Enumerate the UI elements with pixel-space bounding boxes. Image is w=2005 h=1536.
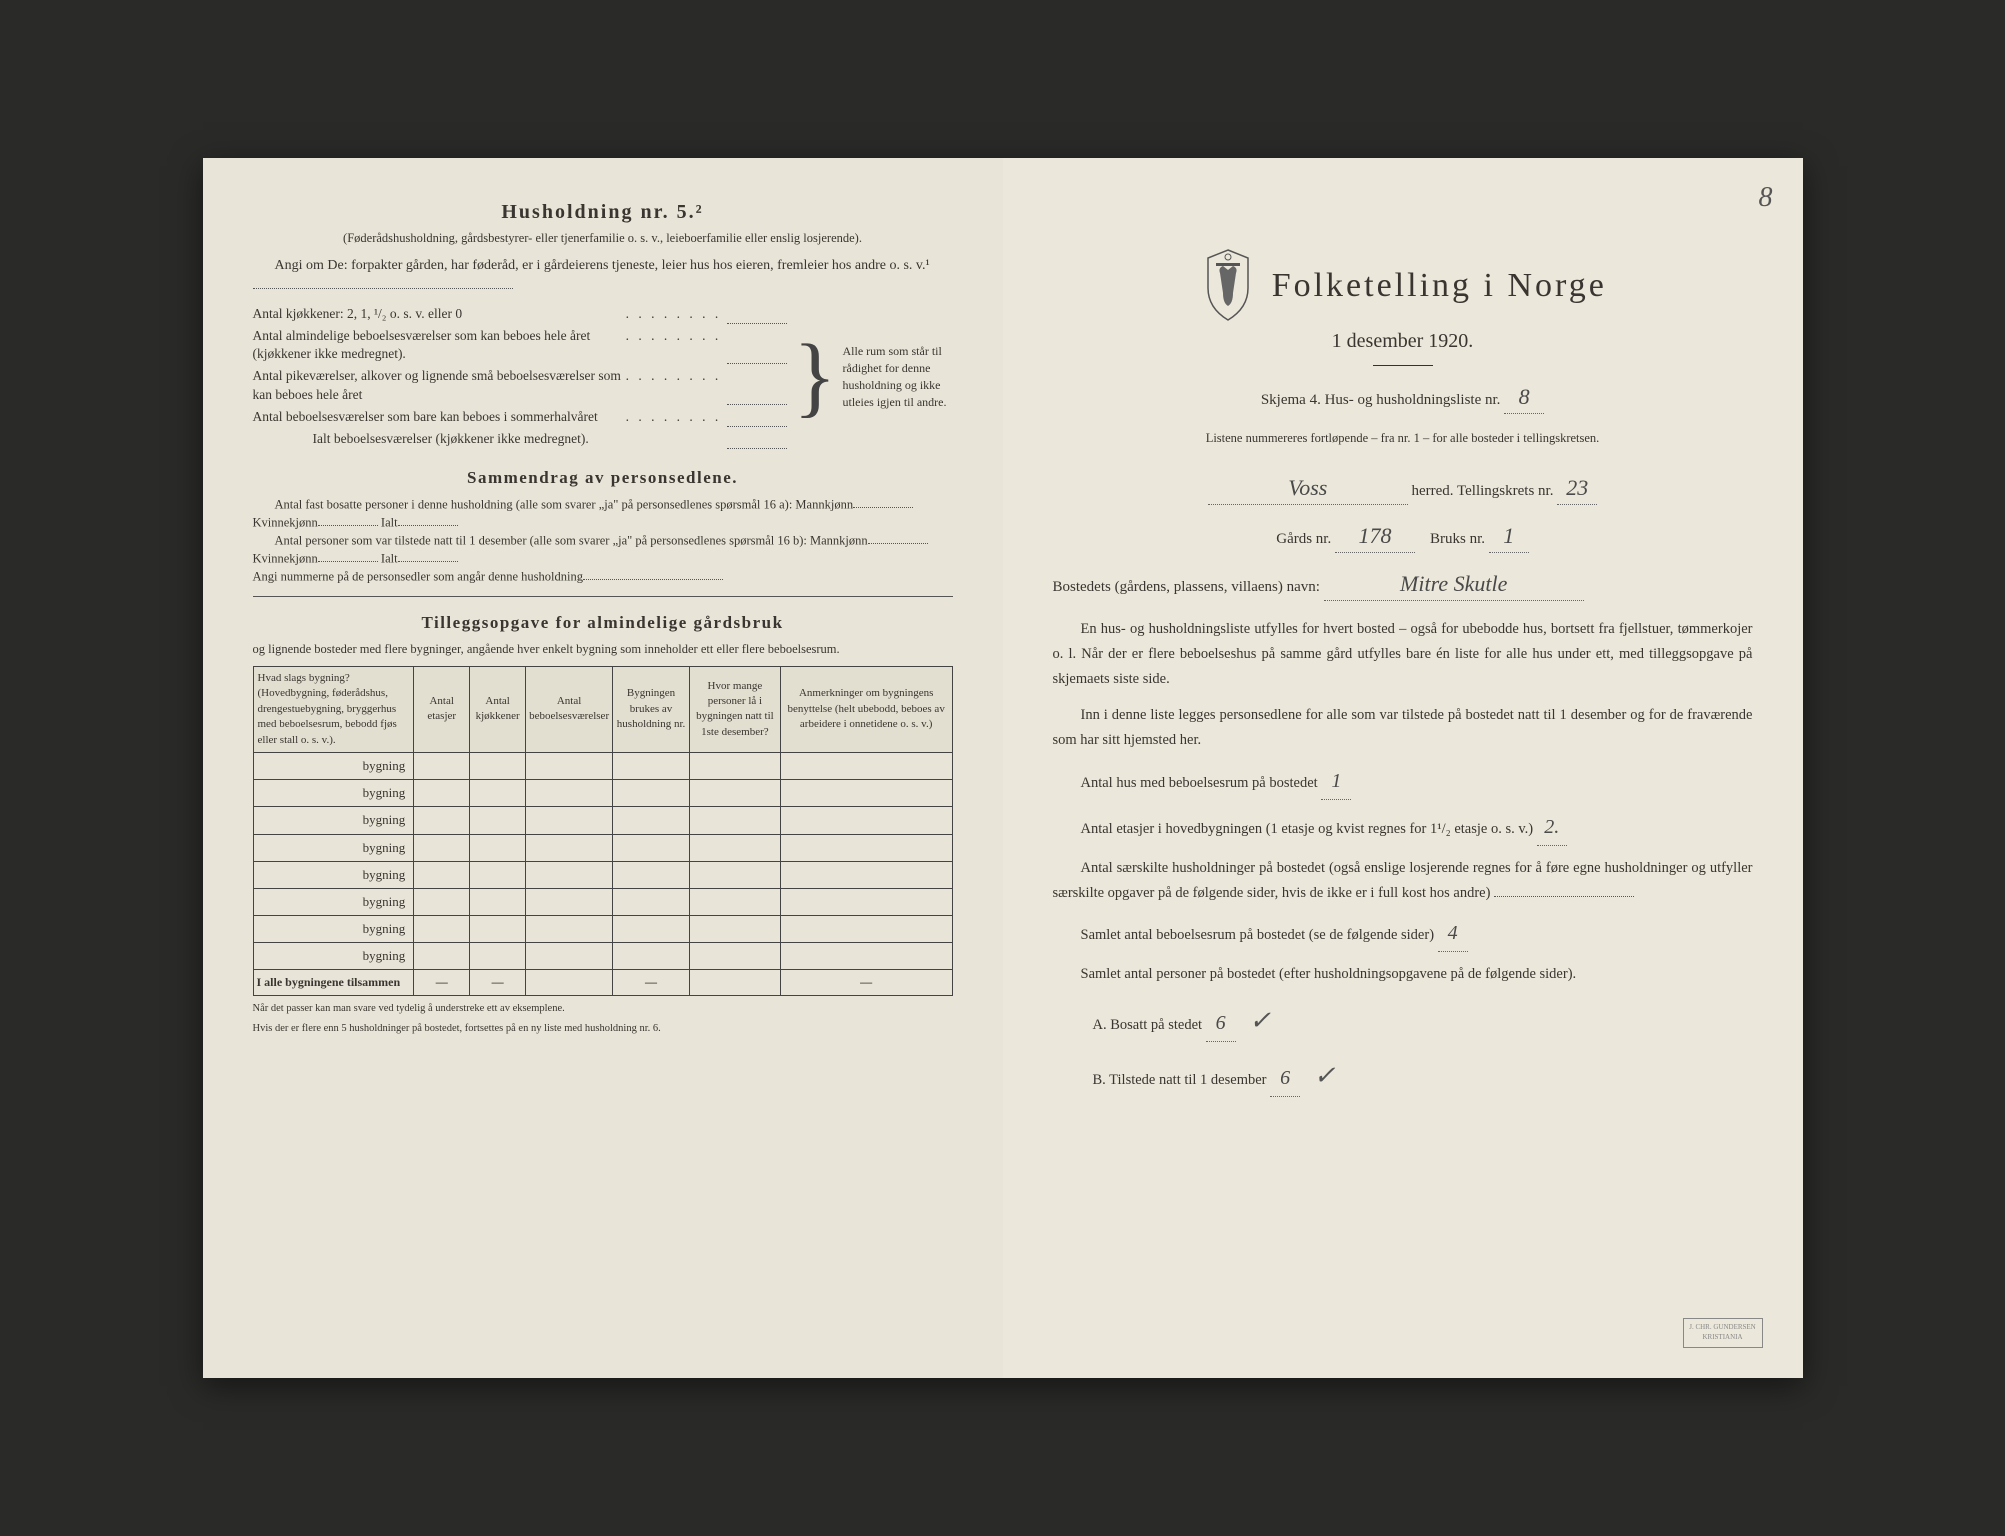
qB-hw: 6 [1270, 1061, 1300, 1097]
q1: Antal hus med beboelsesrum på bostedet 1 [1053, 764, 1753, 800]
gards-line: Gårds nr. 178 Bruks nr. 1 [1053, 521, 1753, 553]
angi-text: Angi om De: forpakter gården, har føderå… [275, 258, 930, 273]
row-kjokken: Antal kjøkkener: 2, 1, ¹/₂ o. s. v. elle… [253, 305, 626, 324]
bygning-table: Hvad slags bygning? (Hovedbygning, føder… [253, 666, 953, 996]
q4-hw: 4 [1438, 916, 1468, 952]
room-count-group: Antal kjøkkener: 2, 1, ¹/₂ o. s. v. elle… [253, 302, 953, 452]
right-page: 8 Folketelling i Norge 1 desember 1920. … [1003, 158, 1803, 1378]
listene-note: Listene nummereres fortløpende – fra nr.… [1053, 430, 1753, 448]
document-spread: Husholdning nr. 5.² (Føderådshusholdning… [203, 158, 1803, 1378]
herred-line: Voss herred. Tellingskrets nr. 23 [1053, 473, 1753, 505]
title-block: Folketelling i Norge 1 desember 1920. [1053, 248, 1753, 366]
col-type: Hvad slags bygning? (Hovedbygning, føder… [253, 667, 414, 753]
household-heading: Husholdning nr. 5.² [253, 198, 953, 226]
para-1: En hus- og husholdningsliste utfylles fo… [1053, 617, 1753, 693]
printer-stamp: J. CHR. GUNDERSENKRISTIANIA [1683, 1318, 1763, 1348]
angi-nummerne: Angi nummerne på de personsedler som ang… [253, 568, 953, 586]
col-kjokken: Antal kjøkkener [470, 667, 526, 753]
q1-hw: 1 [1321, 764, 1351, 800]
tillegg-heading: Tilleggsopgave for almindelige gårdsbruk [253, 611, 953, 635]
col-anmerk: Anmerkninger om bygningens benyttelse (h… [780, 667, 952, 753]
q3-blank [1494, 882, 1634, 897]
bosted-hw: Mitre Skutle [1324, 569, 1584, 601]
bruks-nr-hw: 1 [1489, 521, 1529, 553]
gards-nr-hw: 178 [1335, 521, 1415, 553]
col-beboelse: Antal beboelsesværelser [526, 667, 613, 753]
angi-blank [253, 275, 513, 289]
table-row: bygning [253, 888, 952, 915]
table-footer: I alle bygningene tilsammen ———— [253, 970, 952, 996]
q4: Samlet antal beboelsesrum på bostedet (s… [1053, 916, 1753, 952]
col-personer: Hvor mange personer lå i bygningen natt … [689, 667, 780, 753]
q3: Antal særskilte husholdninger på bostede… [1053, 856, 1753, 907]
table-row: bygning [253, 752, 952, 779]
sammendrag-l1: Antal fast bosatte personer i denne hush… [253, 496, 953, 532]
left-page: Husholdning nr. 5.² (Føderådshusholdning… [203, 158, 1003, 1378]
q2-hw: 2. [1537, 810, 1567, 846]
table-row: bygning [253, 807, 952, 834]
skjema-nr-hw: 8 [1504, 382, 1544, 414]
census-date: 1 desember 1920. [1053, 327, 1753, 355]
check-icon: ✓ [1249, 1006, 1271, 1035]
footnote-2: Hvis der er flere enn 5 husholdninger på… [253, 1022, 953, 1036]
check-icon: ✓ [1314, 1061, 1336, 1090]
krets-nr-hw: 23 [1557, 473, 1597, 505]
sammendrag-heading: Sammendrag av personsedlene. [253, 466, 953, 490]
table-row: bygning [253, 943, 952, 970]
angi-line: Angi om De: forpakter gården, har føderå… [253, 256, 953, 296]
qA-hw: 6 [1206, 1006, 1236, 1042]
table-row: bygning [253, 780, 952, 807]
main-title: Folketelling i Norge [1272, 262, 1607, 310]
skjema-line: Skjema 4. Hus- og husholdningsliste nr. … [1053, 382, 1753, 414]
row-pike: Antal pikeværelser, alkover og lignende … [253, 367, 626, 405]
col-brukes: Bygningen brukes av husholdning nr. [613, 667, 690, 753]
divider [1373, 365, 1433, 366]
sammendrag-l2: Antal personer som var tilstede natt til… [253, 532, 953, 568]
qB: B. Tilstede natt til 1 desember 6 ✓ [1053, 1053, 1753, 1099]
row-ialt: Ialt beboelsesværelser (kjøkkener ikke m… [313, 430, 722, 449]
table-row: bygning [253, 861, 952, 888]
col-etasjer: Antal etasjer [414, 667, 470, 753]
qA: A. Bosatt på stedet 6 ✓ [1053, 998, 1753, 1044]
q2: Antal etasjer i hovedbygningen (1 etasje… [1053, 810, 1753, 846]
row-sommer: Antal beboelsesværelser som bare kan beb… [253, 408, 626, 427]
bosted-line: Bostedets (gårdens, plassens, villaens) … [1053, 569, 1753, 601]
table-row: bygning [253, 834, 952, 861]
table-row: bygning [253, 916, 952, 943]
footnote-1: Når det passer kan man svare ved tydelig… [253, 1002, 953, 1016]
brace-note: Alle rum som står til rådighet for denne… [843, 343, 953, 410]
para-2: Inn i denne liste legges personsedlene f… [1053, 703, 1753, 754]
household-sub: (Føderådshusholdning, gårdsbestyrer- ell… [253, 230, 953, 248]
tillegg-sub: og lignende bosteder med flere bygninger… [253, 641, 953, 659]
herred-hw: Voss [1208, 473, 1408, 505]
corner-number: 8 [1759, 178, 1773, 217]
row-alm: Antal almindelige beboelsesværelser som … [253, 327, 626, 365]
coat-of-arms-icon [1198, 248, 1258, 323]
brace-icon: } [787, 341, 842, 413]
q5: Samlet antal personer på bostedet (efter… [1053, 962, 1753, 987]
